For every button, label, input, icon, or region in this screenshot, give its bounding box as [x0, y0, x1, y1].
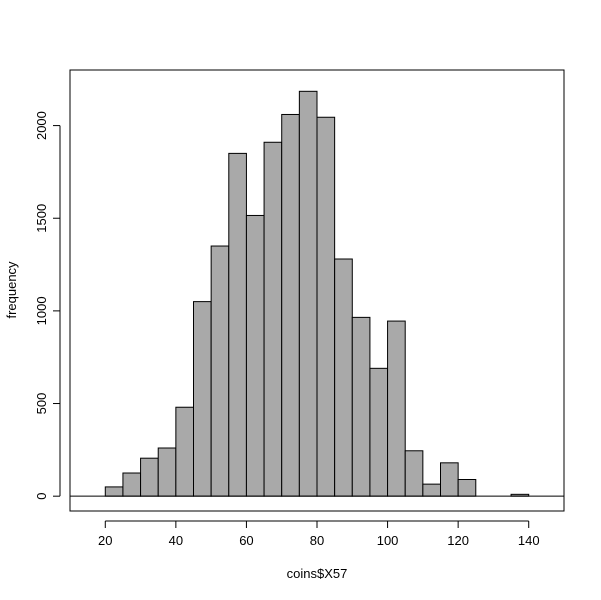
- histogram-bar: [210, 245, 230, 497]
- histogram-bar: [457, 479, 477, 497]
- histogram-bar: [316, 116, 336, 497]
- histogram-bar: [228, 152, 247, 497]
- bars-group: [104, 90, 530, 497]
- x-tick-label: 80: [310, 533, 324, 548]
- histogram-bar: [404, 450, 424, 497]
- x-tick-label: 120: [447, 533, 469, 548]
- histogram-bar: [104, 486, 124, 497]
- histogram-bar: [387, 320, 406, 497]
- histogram-bar: [140, 457, 159, 497]
- histogram-bar: [122, 472, 142, 497]
- y-tick-label: 2000: [34, 111, 49, 140]
- y-tick-label: 500: [34, 393, 49, 415]
- x-axis-label: coins$X57: [287, 566, 348, 581]
- y-axis: 0 500 1000 1500 2000: [34, 111, 61, 500]
- x-tick-label: 20: [98, 533, 112, 548]
- histogram-bar: [157, 447, 177, 497]
- histogram-bar: [440, 462, 459, 497]
- y-tick-label: 1500: [34, 204, 49, 233]
- x-tick-label: 100: [377, 533, 399, 548]
- plot-frame: [69, 69, 565, 512]
- histogram-bar: [245, 214, 265, 497]
- x-tick-label: 60: [239, 533, 253, 548]
- histogram-bar: [281, 113, 300, 497]
- x-axis: 20 40 60 80 100 120 140: [98, 520, 540, 548]
- histogram-bar: [193, 301, 212, 497]
- x-tick-label: 140: [518, 533, 540, 548]
- histogram-bar: [175, 406, 195, 497]
- y-axis-label: frequency: [4, 261, 19, 319]
- x-tick-label: 40: [169, 533, 183, 548]
- histogram-bar: [351, 316, 371, 497]
- histogram-bar: [298, 90, 318, 497]
- y-tick-label: 1000: [34, 296, 49, 325]
- histogram-bar: [422, 483, 442, 497]
- y-tick-label: 0: [34, 493, 49, 500]
- histogram-bar: [334, 258, 353, 497]
- histogram-bar: [263, 141, 283, 497]
- histogram-bar: [369, 367, 389, 497]
